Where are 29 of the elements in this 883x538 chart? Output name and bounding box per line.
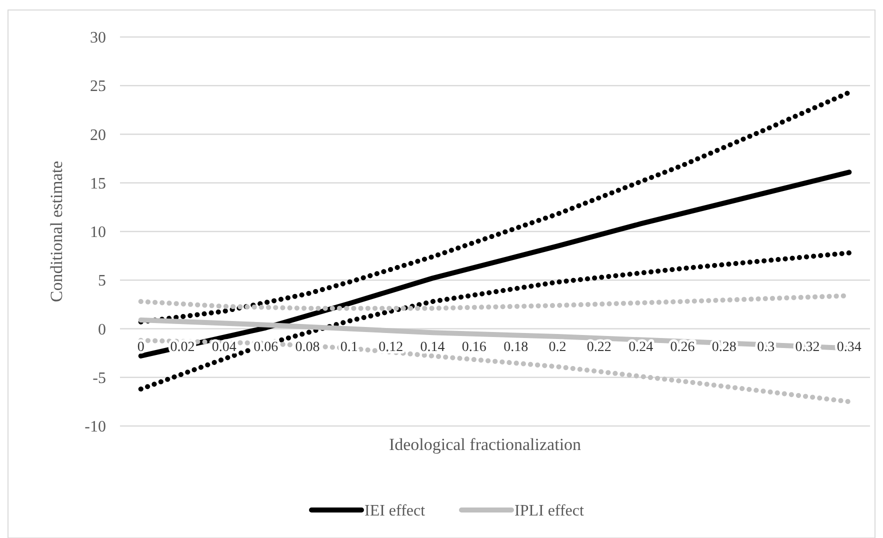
x-tick-label: 0.18 [504, 340, 528, 355]
x-tick-label: 0.32 [795, 340, 820, 355]
y-tick-label: 30 [90, 30, 106, 47]
x-tick-label: 0.28 [712, 340, 736, 355]
x-tick-label: 0.08 [295, 340, 320, 355]
x-tick-label: 0.16 [462, 340, 486, 355]
y-tick-label: 20 [90, 126, 106, 144]
y-tick-label: 0 [98, 321, 106, 338]
x-tick-label: 0.2 [548, 340, 566, 355]
x-tick-label: 0.22 [586, 340, 612, 355]
y-tick-label: 10 [90, 224, 106, 242]
y-tick-label: 25 [90, 78, 106, 96]
x-tick-label: 0.24 [628, 340, 654, 355]
y-axis-title: Conditional estimate [47, 160, 66, 302]
x-tick-label: 0.04 [212, 340, 236, 355]
x-tick-label: 0.12 [378, 340, 404, 355]
x-tick-label: 0.26 [670, 340, 695, 355]
x-tick-label: 0.34 [836, 340, 862, 355]
y-tick-label: 15 [90, 175, 106, 192]
y-tick-label: -5 [92, 370, 106, 387]
x-axis-title: Ideological fractionalization [388, 435, 582, 454]
legend-label: IPLI effect [514, 502, 584, 520]
x-tick-label: 0.14 [420, 340, 445, 355]
legend-label: IEI effect [364, 502, 426, 520]
y-tick-label: -10 [84, 418, 106, 436]
x-tick-label: 0.1 [340, 340, 358, 355]
x-tick-label: 0 [137, 340, 144, 355]
y-tick-label: 5 [98, 272, 106, 290]
x-tick-label: 0.3 [757, 340, 775, 355]
